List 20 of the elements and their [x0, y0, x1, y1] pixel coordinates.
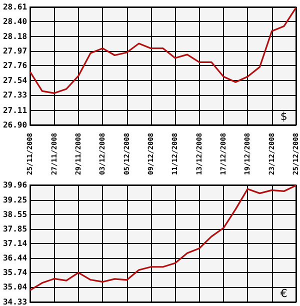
y-tick-label: 26.90: [2, 120, 28, 130]
y-tick-label: 27.33: [2, 90, 28, 100]
y-tick-label: 27.97: [2, 46, 28, 56]
annotation: €: [280, 287, 288, 300]
y-tick-label: 28.61: [2, 2, 28, 12]
y-tick-label: 36.44: [2, 254, 28, 263]
y-tick-label: 35.04: [2, 282, 28, 292]
y-tick-label: 38.55: [2, 210, 28, 219]
y-tick-label: 28.18: [2, 32, 28, 42]
y-tick-label: 37.85: [2, 224, 28, 234]
y-tick-label: 27.76: [2, 61, 28, 70]
y-tick-label: 34.33: [2, 298, 28, 306]
annotation: $: [280, 110, 288, 123]
y-tick-label: 39.96: [2, 180, 28, 190]
y-tick-label: 35.74: [2, 268, 28, 278]
y-tick-label: 39.25: [2, 195, 28, 204]
y-tick-label: 37.14: [2, 239, 28, 248]
y-tick-label: 27.11: [2, 106, 28, 115]
y-tick-label: 27.54: [2, 76, 28, 86]
y-tick-label: 28.40: [2, 16, 28, 26]
